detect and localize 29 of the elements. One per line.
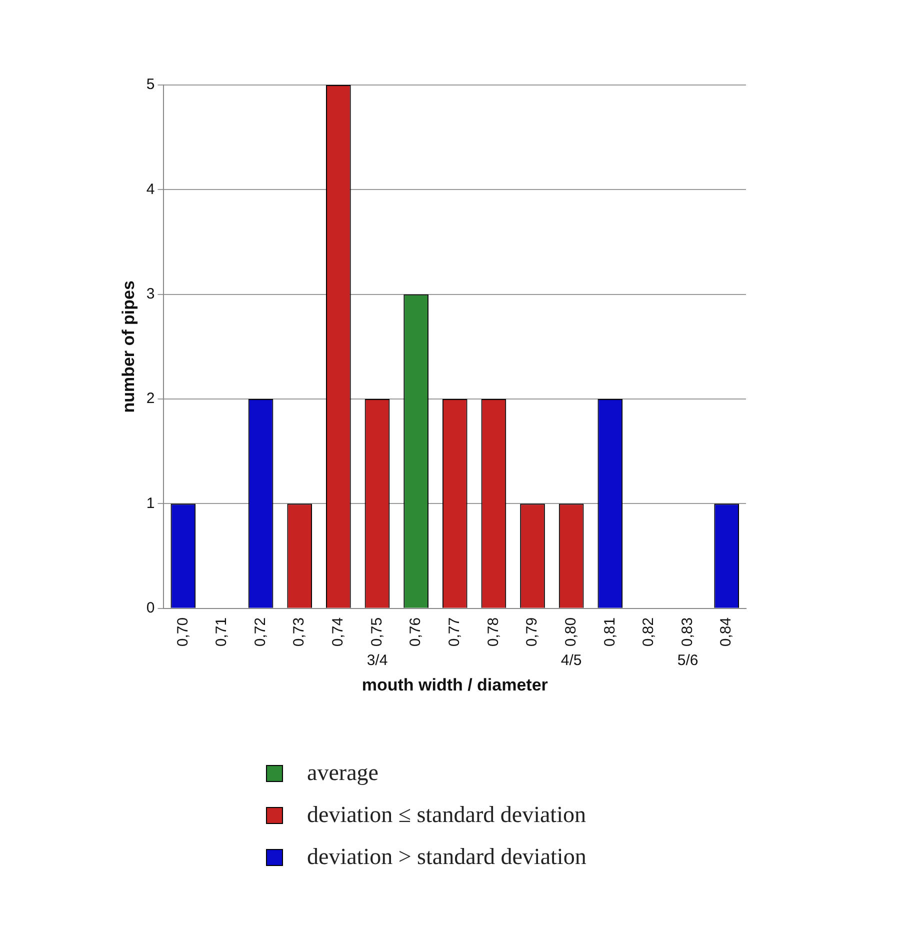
legend-label: deviation > standard deviation <box>307 844 586 870</box>
y-tick-label: 2 <box>146 390 155 408</box>
x-tick-label: 0,72 <box>252 617 269 647</box>
x-tick-label: 0,82 <box>640 617 658 647</box>
y-tick-label: 0 <box>146 600 155 617</box>
x-tick-label: 0,70 <box>174 617 192 647</box>
x-tick-label: 0,78 <box>484 617 502 647</box>
x-tick-label: 0,71 <box>213 617 230 647</box>
y-tick-label: 4 <box>146 180 155 198</box>
text: 3/4 <box>366 652 388 670</box>
x-tick-label: 0,77 <box>446 617 464 647</box>
y-tick-label: 1 <box>146 494 155 512</box>
y-tick-label: 5 <box>146 76 155 94</box>
text: 4/5 <box>560 652 582 670</box>
x-tick-label: 0,84 <box>718 617 735 647</box>
x-tick-label: 0,74 <box>330 617 347 647</box>
x-tick-label: 0,73 <box>290 617 308 647</box>
legend-label: average <box>307 760 378 786</box>
x-tick-label: 0,75 <box>368 617 386 647</box>
legend-label: deviation ≤ standard deviation <box>307 802 586 828</box>
x-tick-label: 0,83 <box>678 617 696 647</box>
y-tick-label: 3 <box>146 286 155 303</box>
x-tick-label: 0,81 <box>601 617 618 647</box>
x-tick-label: 0,80 <box>562 617 580 647</box>
y-axis-title: number of pipes <box>118 280 138 413</box>
x-tick-label: 0,79 <box>524 617 541 647</box>
text: 5/6 <box>677 652 698 670</box>
x-tick-label: 0,76 <box>407 617 424 647</box>
x-axis-title: mouth width / diameter <box>362 675 548 694</box>
